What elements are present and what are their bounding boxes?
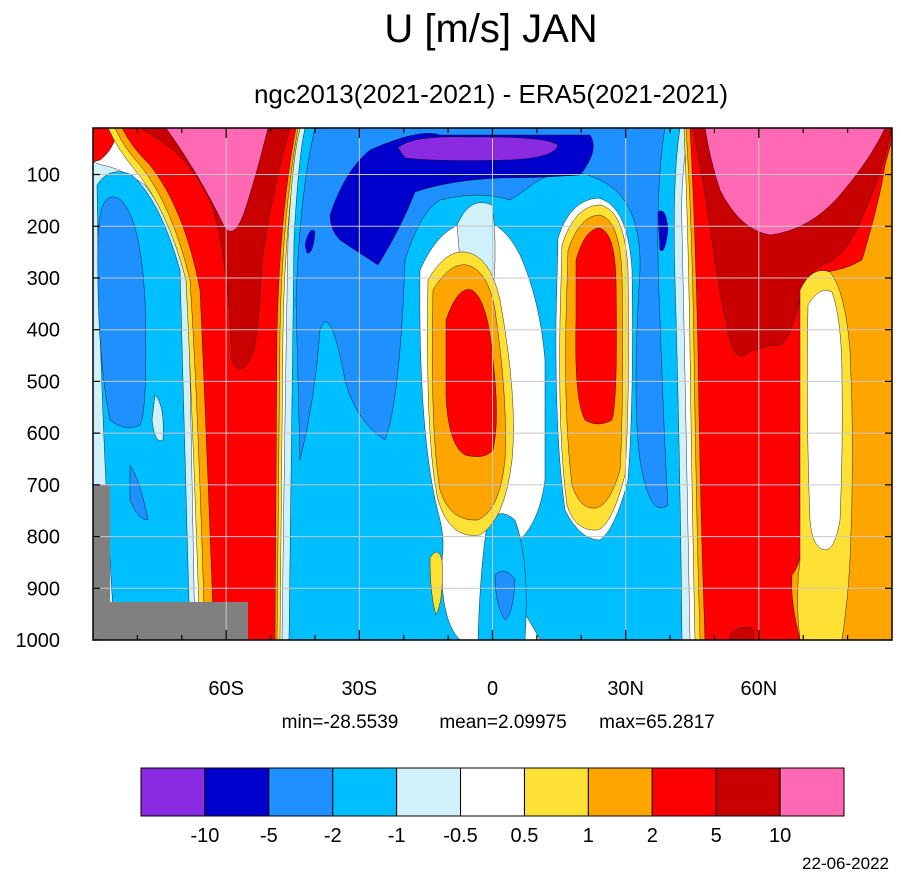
colorbar-box [268, 767, 334, 817]
colorbar-box [651, 767, 717, 817]
colorbar-label: 2 [647, 825, 658, 847]
y-tick-label: 800 [27, 527, 60, 549]
x-axis-tick-labels: 60S 30S 0 30N 60N [208, 678, 777, 700]
contour-tr-darkblue-small [304, 229, 316, 254]
x-tick-label: 30N [607, 678, 644, 700]
contour-eq-yellow-small [429, 551, 443, 616]
colorbar-box [396, 767, 462, 817]
colorbar-label: 0.5 [511, 825, 539, 847]
y-tick-label: 500 [27, 371, 60, 393]
colorbar-box [715, 767, 781, 817]
y-tick-label: 600 [27, 423, 60, 445]
contour-np-pink [704, 128, 886, 236]
contour-nsub-red [575, 227, 617, 425]
y-tick-label: 900 [27, 578, 60, 600]
contour-plot-area [92, 127, 893, 641]
colorbar-box [140, 767, 206, 817]
contour-sj-pink [165, 128, 269, 232]
colorbar-box [779, 767, 845, 817]
colorbar-box [587, 767, 653, 817]
contour-sp-blue-small [129, 464, 149, 521]
colorbar-label: 1 [583, 825, 594, 847]
y-axis-tick-labels: 100 200 300 400 500 600 700 800 900 1000 [16, 165, 61, 652]
contour-tr-purple [397, 136, 559, 161]
x-tick-label: 30S [342, 678, 378, 700]
contour-sp-blue [97, 196, 147, 428]
colorbar-label: 5 [711, 825, 722, 847]
x-tick-label: 60S [208, 678, 244, 700]
colorbar-box [460, 767, 525, 817]
missing-data-topography [93, 485, 248, 640]
y-tick-label: 100 [27, 165, 60, 187]
y-tick-label: 700 [27, 475, 60, 497]
contour-np-darkred-small [729, 627, 755, 640]
colorbar-label: -10 [190, 825, 219, 847]
stat-max: max=65.2817 [599, 712, 715, 733]
colorbar-label: -5 [260, 825, 278, 847]
colorbar-label: -2 [324, 825, 342, 847]
y-tick-label: 200 [27, 216, 60, 238]
colorbar-label: 10 [769, 825, 791, 847]
contour-eq-blue [494, 570, 516, 621]
y-tick-label: 1000 [16, 630, 61, 652]
date-stamp: 22-06-2022 [802, 854, 889, 873]
colorbar-box [332, 767, 398, 817]
y-tick-label: 400 [27, 320, 60, 342]
contour-np-white-inner [807, 289, 843, 551]
x-tick-label: 60N [740, 678, 777, 700]
colorbar-label: -1 [388, 825, 406, 847]
stat-mean: mean=2.09975 [439, 712, 566, 733]
chart-title: U [m/s] JAN [384, 7, 597, 51]
colorbar-legend: -10 -5 -2 -1 -0.5 0.5 1 2 5 10 [140, 767, 845, 847]
stats-line: min=-28.5539 mean=2.09975 max=65.2817 [282, 712, 715, 733]
colorbar-box [204, 767, 270, 817]
contour-sp-lightblue-small [151, 394, 164, 441]
contour-tr-darkblue-right [657, 210, 669, 251]
contour-eq-red [445, 289, 497, 457]
axis-ticks [93, 128, 892, 641]
colorbar-label: -0.5 [443, 825, 477, 847]
y-tick-label: 300 [27, 268, 60, 290]
stat-min: min=-28.5539 [282, 712, 399, 733]
contour-tr-darkblue [329, 133, 594, 266]
x-tick-label: 0 [487, 678, 498, 700]
contour-fills [93, 128, 892, 640]
colorbar-box [523, 767, 589, 817]
contour-sj-darkred [139, 128, 291, 369]
grid-lines [93, 128, 892, 640]
chart-subtitle: ngc2013(2021-2021) - ERA5(2021-2021) [254, 79, 728, 109]
